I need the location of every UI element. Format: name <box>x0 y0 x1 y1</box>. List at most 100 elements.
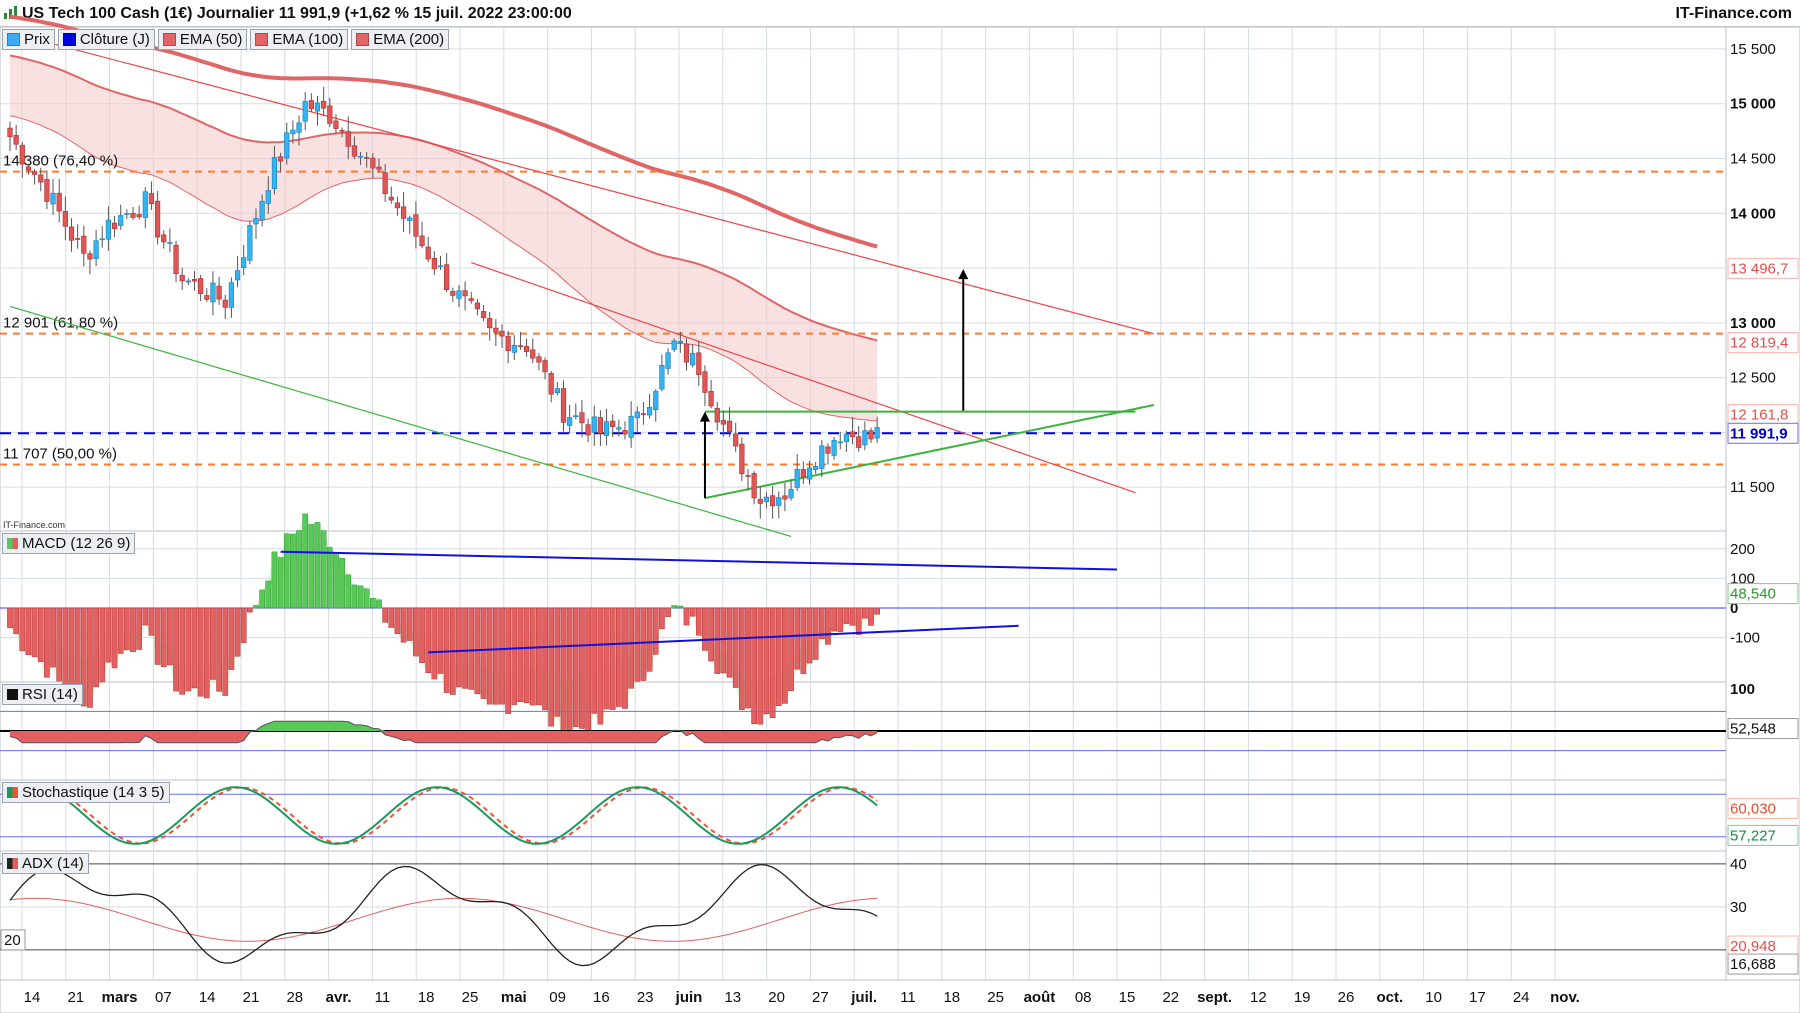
candle-body <box>831 439 837 456</box>
candle-body <box>548 373 554 395</box>
candle-body <box>75 238 81 240</box>
macd-bar <box>173 607 179 692</box>
macd-bar <box>659 607 665 630</box>
candle-body <box>118 215 124 226</box>
macd-bar <box>191 607 198 689</box>
candle-body <box>413 214 419 237</box>
candle-body <box>308 100 314 110</box>
candle-body <box>50 192 56 205</box>
candle-body <box>357 155 364 158</box>
x-tick-label: 18 <box>418 989 435 1006</box>
macd-bar <box>825 607 831 645</box>
y-tick-label: 13 000 <box>1730 315 1776 332</box>
x-tick-label: 14 <box>24 989 41 1006</box>
macd-bar <box>812 607 819 660</box>
x-tick-label: 25 <box>987 989 1004 1006</box>
macd-bar <box>603 607 610 710</box>
candle-body <box>437 265 444 268</box>
candle-body <box>339 129 345 132</box>
candle-body <box>862 430 868 446</box>
candle-body <box>277 156 284 162</box>
x-tick-label: 14 <box>199 989 216 1006</box>
macd-bar <box>197 607 204 697</box>
instrument-title: US Tech 100 Cash (1€) Journalier 11 991,… <box>22 5 572 22</box>
legend-item-cloture[interactable]: Clôture (J) <box>57 29 155 50</box>
candle-body <box>388 196 394 201</box>
candle-body <box>788 489 794 499</box>
macd-bar <box>56 607 63 682</box>
candle-body <box>425 246 431 260</box>
candle-body <box>198 278 204 294</box>
ema-band <box>10 55 878 421</box>
x-tick-label: juin <box>675 989 703 1006</box>
macd-pane-label[interactable]: MACD (12 26 9) <box>2 533 136 554</box>
x-tick-label: 08 <box>1075 989 1092 1006</box>
x-tick-label: 09 <box>549 989 566 1006</box>
candle-body <box>517 345 524 347</box>
macd-bar <box>849 607 856 626</box>
macd-bar <box>437 607 444 674</box>
candle-body <box>597 417 603 434</box>
candle-body <box>616 427 622 430</box>
adx-level-box <box>0 929 26 951</box>
macd-bar <box>179 607 186 695</box>
candle-body <box>843 433 849 443</box>
macd-bar <box>843 607 850 624</box>
macd-bar <box>314 522 321 609</box>
macd-bar <box>44 607 50 678</box>
legend-item-ema-200[interactable]: EMA (200) <box>351 29 450 50</box>
macd-bar <box>400 607 407 643</box>
level-tag-label: 13 496,7 <box>1730 260 1788 277</box>
candle-body <box>253 218 259 225</box>
adx-pane-label[interactable]: ADX (14) <box>2 853 89 874</box>
candle-body <box>419 235 425 247</box>
legend-item-ema-100[interactable]: EMA (100) <box>250 29 349 50</box>
y-tick-label: 12 500 <box>1730 370 1776 387</box>
candle-body <box>370 157 376 169</box>
candle-body <box>480 311 487 319</box>
macd-tick-label: -100 <box>1730 630 1760 647</box>
macd-bar <box>468 607 475 690</box>
candle-body <box>407 217 413 221</box>
adx-tick-label: 40 <box>1730 856 1747 873</box>
candle-body <box>523 346 530 352</box>
macd-bar <box>640 607 647 681</box>
macd-bar <box>271 551 278 609</box>
macd-bar <box>406 607 413 641</box>
legend-item-prix[interactable]: Prix <box>2 29 55 50</box>
candle-body <box>751 473 757 499</box>
y-tick-label: 14 500 <box>1730 150 1776 167</box>
y-tick-label: 14 000 <box>1730 205 1776 222</box>
macd-bar <box>726 607 733 678</box>
macd-bar <box>548 607 555 727</box>
candle-body <box>228 282 235 308</box>
x-tick-label: nov. <box>1550 989 1580 1006</box>
candle-body <box>739 443 745 475</box>
candle-body <box>105 219 111 240</box>
macd-bar <box>431 607 438 680</box>
stoch-k-line <box>9 786 878 845</box>
macd-bar <box>775 607 782 707</box>
candle-body <box>530 349 536 359</box>
candle-body <box>130 213 136 218</box>
macd-bar <box>167 607 173 666</box>
candle-body <box>487 318 493 329</box>
candle-body <box>610 420 616 427</box>
macd-bar <box>732 607 739 688</box>
macd-bar <box>609 607 616 710</box>
candle-body <box>327 105 333 124</box>
macd-bar <box>757 607 764 725</box>
macd-bar <box>597 607 604 725</box>
candle-body <box>155 200 161 238</box>
macd-bar <box>499 607 505 705</box>
stoch-pane-label[interactable]: Stochastique (14 3 5) <box>2 782 170 803</box>
macd-bar <box>646 607 653 672</box>
macd-bar <box>253 605 259 609</box>
rsi-pane-label[interactable]: RSI (14) <box>2 684 83 705</box>
candle-body <box>819 445 825 469</box>
macd-bar <box>523 607 530 704</box>
legend-item-ema-50[interactable]: EMA (50) <box>157 29 248 50</box>
macd-bar <box>50 607 56 668</box>
macd-tick-label: 0 <box>1730 600 1738 617</box>
